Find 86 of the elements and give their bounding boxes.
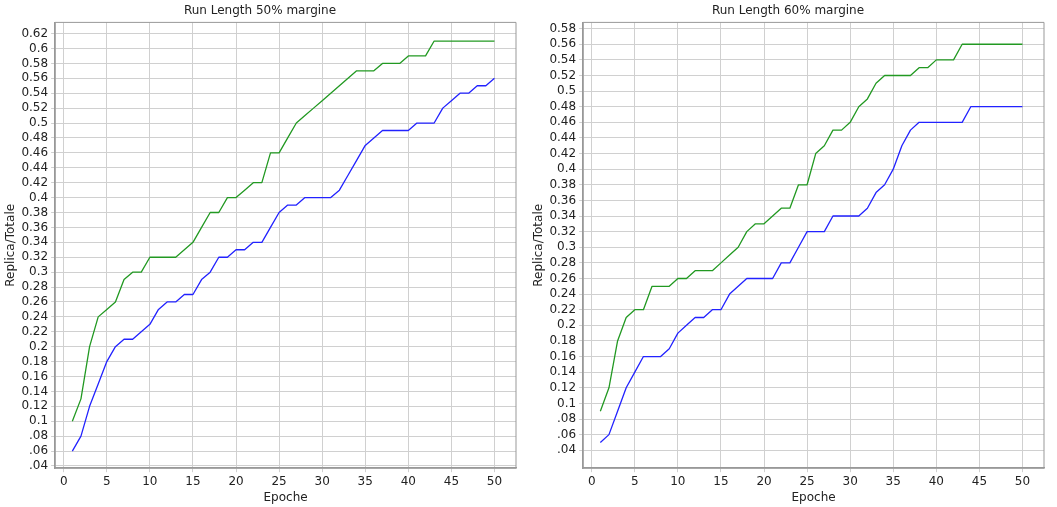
y-tick-label: 0.14: [21, 383, 49, 398]
x-tick-label: 45: [971, 473, 988, 488]
y-tick-label: 0.22: [549, 301, 577, 316]
y-tick-label: 0.36: [549, 192, 577, 207]
y-tick-label: 0.3: [557, 239, 577, 254]
chart-title: Run Length 50% margine: [183, 3, 337, 18]
x-tick-label: 25: [271, 473, 287, 488]
y-tick-label: 0.52: [21, 100, 49, 115]
y-tick-label: 0.18: [549, 333, 577, 348]
x-tick-label: 30: [842, 473, 858, 488]
y-axis-title: Replica/Totale: [531, 203, 546, 287]
y-tick-label: 0.34: [549, 208, 577, 223]
x-tick-label: 15: [713, 473, 729, 488]
x-tick-label: 50: [1014, 473, 1031, 488]
y-tick-label: 0.44: [549, 130, 577, 145]
y-tick-label: 0.16: [549, 348, 577, 363]
y-tick-label: 0.26: [549, 270, 577, 285]
y-tick-label: 0.18: [21, 353, 49, 368]
y-tick-label: 0.56: [21, 70, 49, 85]
y-tick-label: 0.32: [549, 223, 577, 238]
y-tick-label: 0.38: [549, 176, 577, 191]
x-tick-label: 0: [59, 473, 68, 488]
x-tick-label: 15: [185, 473, 201, 488]
y-tick-label: 0.48: [21, 130, 49, 145]
y-tick-label: 0.5: [557, 83, 577, 98]
y-tick-label: 0.34: [21, 234, 49, 249]
x-tick-label: 40: [928, 473, 944, 488]
y-tick-label: .08: [29, 428, 49, 443]
x-tick-label: 20: [756, 473, 772, 488]
y-tick-label: 0.32: [21, 249, 49, 264]
y-tick-label: 0.14: [549, 364, 577, 379]
y-tick-label: .04: [29, 458, 49, 473]
y-tick-label: 0.48: [549, 98, 577, 113]
y-tick-label: 0.44: [21, 159, 49, 174]
x-tick-label: 5: [630, 473, 639, 488]
y-tick-label: 0.5: [29, 115, 49, 130]
y-tick-label: 0.58: [21, 55, 49, 70]
y-tick-label: 0.36: [21, 219, 49, 234]
y-tick-label: 0.58: [549, 20, 577, 35]
y-tick-label: 0.42: [549, 145, 577, 160]
y-tick-label: 0.62: [21, 25, 49, 40]
y-tick-label: .06: [557, 426, 577, 441]
y-tick-label: 0.2: [557, 317, 577, 332]
y-tick-label: 0.4: [29, 189, 49, 204]
y-tick-label: 0.54: [549, 52, 577, 66]
x-tick-label: 50: [486, 473, 503, 488]
y-tick-label: 0.46: [21, 144, 49, 159]
y-tick-label: 0.56: [549, 36, 577, 51]
y-tick-label: 0.26: [21, 294, 49, 309]
y-tick-label: .04: [557, 442, 577, 457]
x-axis-title: Epoche: [791, 489, 836, 504]
y-tick-label: 0.1: [29, 413, 49, 428]
y-tick-label: 0.38: [21, 204, 49, 219]
y-tick-label: 0.42: [21, 174, 49, 189]
x-tick-label: 0: [587, 473, 596, 488]
y-tick-label: 0.52: [549, 67, 577, 82]
y-tick-label: 0.22: [21, 323, 49, 338]
x-tick-label: 35: [357, 473, 373, 488]
x-tick-label: 30: [314, 473, 330, 488]
y-tick-label: 0.12: [549, 379, 577, 394]
x-axis-title: Epoche: [263, 489, 308, 504]
y-tick-label: 0.24: [21, 308, 49, 323]
y-tick-label: 0.12: [21, 398, 49, 413]
x-tick-label: 45: [443, 473, 460, 488]
x-tick-label: 20: [228, 473, 244, 488]
chart-title: Run Length 60% margine: [711, 3, 865, 18]
x-tick-label: 25: [799, 473, 815, 488]
y-tick-label: 0.24: [549, 286, 577, 301]
y-tick-label: 0.28: [21, 279, 49, 294]
y-tick-label: .06: [29, 443, 49, 458]
x-tick-label: 10: [670, 473, 686, 488]
x-tick-label: 10: [142, 473, 158, 488]
y-tick-label: 0.1: [557, 395, 577, 410]
x-tick-label: 35: [885, 473, 901, 488]
y-tick-label: 0.54: [21, 85, 49, 100]
x-tick-label: 5: [102, 473, 111, 488]
y-tick-label: 0.6: [29, 40, 49, 55]
y-tick-label: 0.4: [557, 161, 577, 176]
y-tick-label: .08: [557, 411, 577, 426]
x-tick-label: 40: [400, 473, 416, 488]
y-tick-label: 0.2: [29, 338, 49, 353]
y-tick-label: 0.3: [29, 264, 49, 279]
y-tick-label: 0.16: [21, 368, 49, 383]
y-tick-label: 0.46: [549, 114, 577, 129]
y-axis-title: Replica/Totale: [3, 203, 18, 287]
y-tick-label: 0.28: [549, 254, 577, 269]
